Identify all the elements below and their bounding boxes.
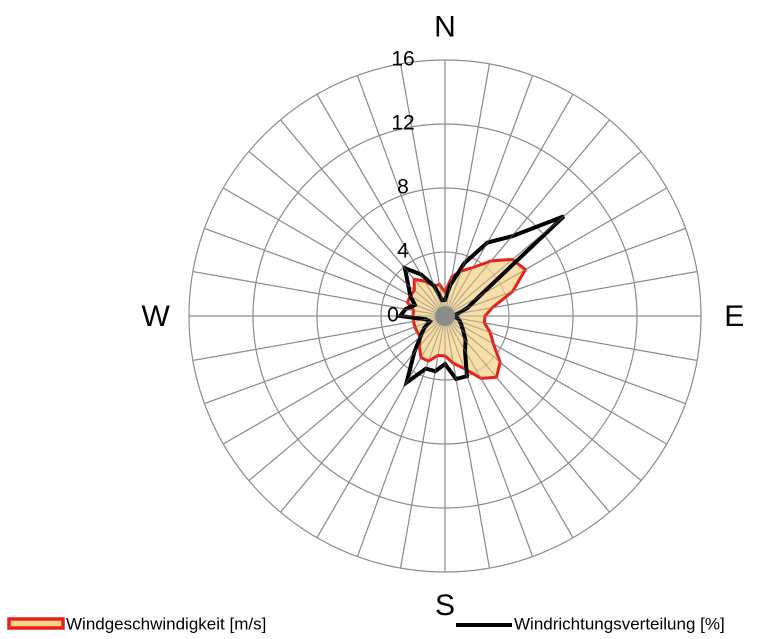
grid-spoke-over bbox=[204, 227, 446, 317]
grid-spoke-over bbox=[444, 75, 534, 317]
grid-spoke-over bbox=[444, 315, 610, 513]
grid-spoke-over bbox=[356, 315, 446, 557]
r-tick-label: 12 bbox=[391, 112, 414, 135]
grid-spoke-over bbox=[316, 315, 446, 538]
legend-label: Windrichtungsverteilung [%] bbox=[514, 614, 725, 633]
grid-spoke-over bbox=[192, 315, 446, 361]
grid-spoke-over bbox=[444, 271, 698, 317]
grid-spoke-over bbox=[192, 271, 446, 317]
grid-spoke-over bbox=[280, 315, 446, 513]
r-tick-label: 4 bbox=[397, 240, 409, 263]
grid-spoke-over bbox=[444, 151, 642, 317]
grid-spoke-over bbox=[444, 187, 667, 317]
r-tick-label: 0 bbox=[387, 304, 399, 327]
grid-spoke-over bbox=[444, 315, 574, 538]
grid-spoke-over bbox=[444, 227, 686, 317]
grid-spoke-over bbox=[316, 94, 446, 317]
grid-spoke-over bbox=[356, 75, 446, 317]
grid-spoke-over bbox=[248, 151, 446, 317]
grid-spoke-over bbox=[223, 315, 446, 445]
direction-label: W bbox=[142, 300, 171, 333]
grid-spoke-over bbox=[444, 315, 698, 361]
legend-swatch bbox=[7, 617, 65, 630]
legend-label: Windgeschwindigkeit [m/s] bbox=[66, 614, 266, 633]
grid-spoke-over bbox=[223, 187, 446, 317]
grid-spoke-over bbox=[444, 119, 610, 317]
grid-spoke-over bbox=[400, 315, 446, 569]
r-tick-label: 8 bbox=[397, 176, 409, 199]
r-tick-label: 16 bbox=[391, 48, 414, 71]
direction-label: S bbox=[435, 589, 455, 622]
grid-spoke-over bbox=[444, 315, 490, 569]
grid-spoke-over bbox=[204, 315, 446, 405]
direction-label: E bbox=[724, 300, 744, 333]
grid-spoke-over bbox=[248, 315, 446, 481]
center-disc bbox=[435, 306, 455, 326]
grid-spoke-over bbox=[444, 315, 534, 557]
grid-spoke-over bbox=[400, 63, 446, 317]
grid-spoke-over bbox=[280, 119, 446, 317]
grid-spoke-over bbox=[444, 63, 490, 317]
grid-spoke-over bbox=[444, 315, 642, 481]
grid-spoke-over bbox=[444, 315, 686, 405]
grid-spoke-over bbox=[444, 315, 667, 445]
direction-label: N bbox=[434, 11, 456, 44]
grid-spoke-over bbox=[444, 94, 574, 317]
